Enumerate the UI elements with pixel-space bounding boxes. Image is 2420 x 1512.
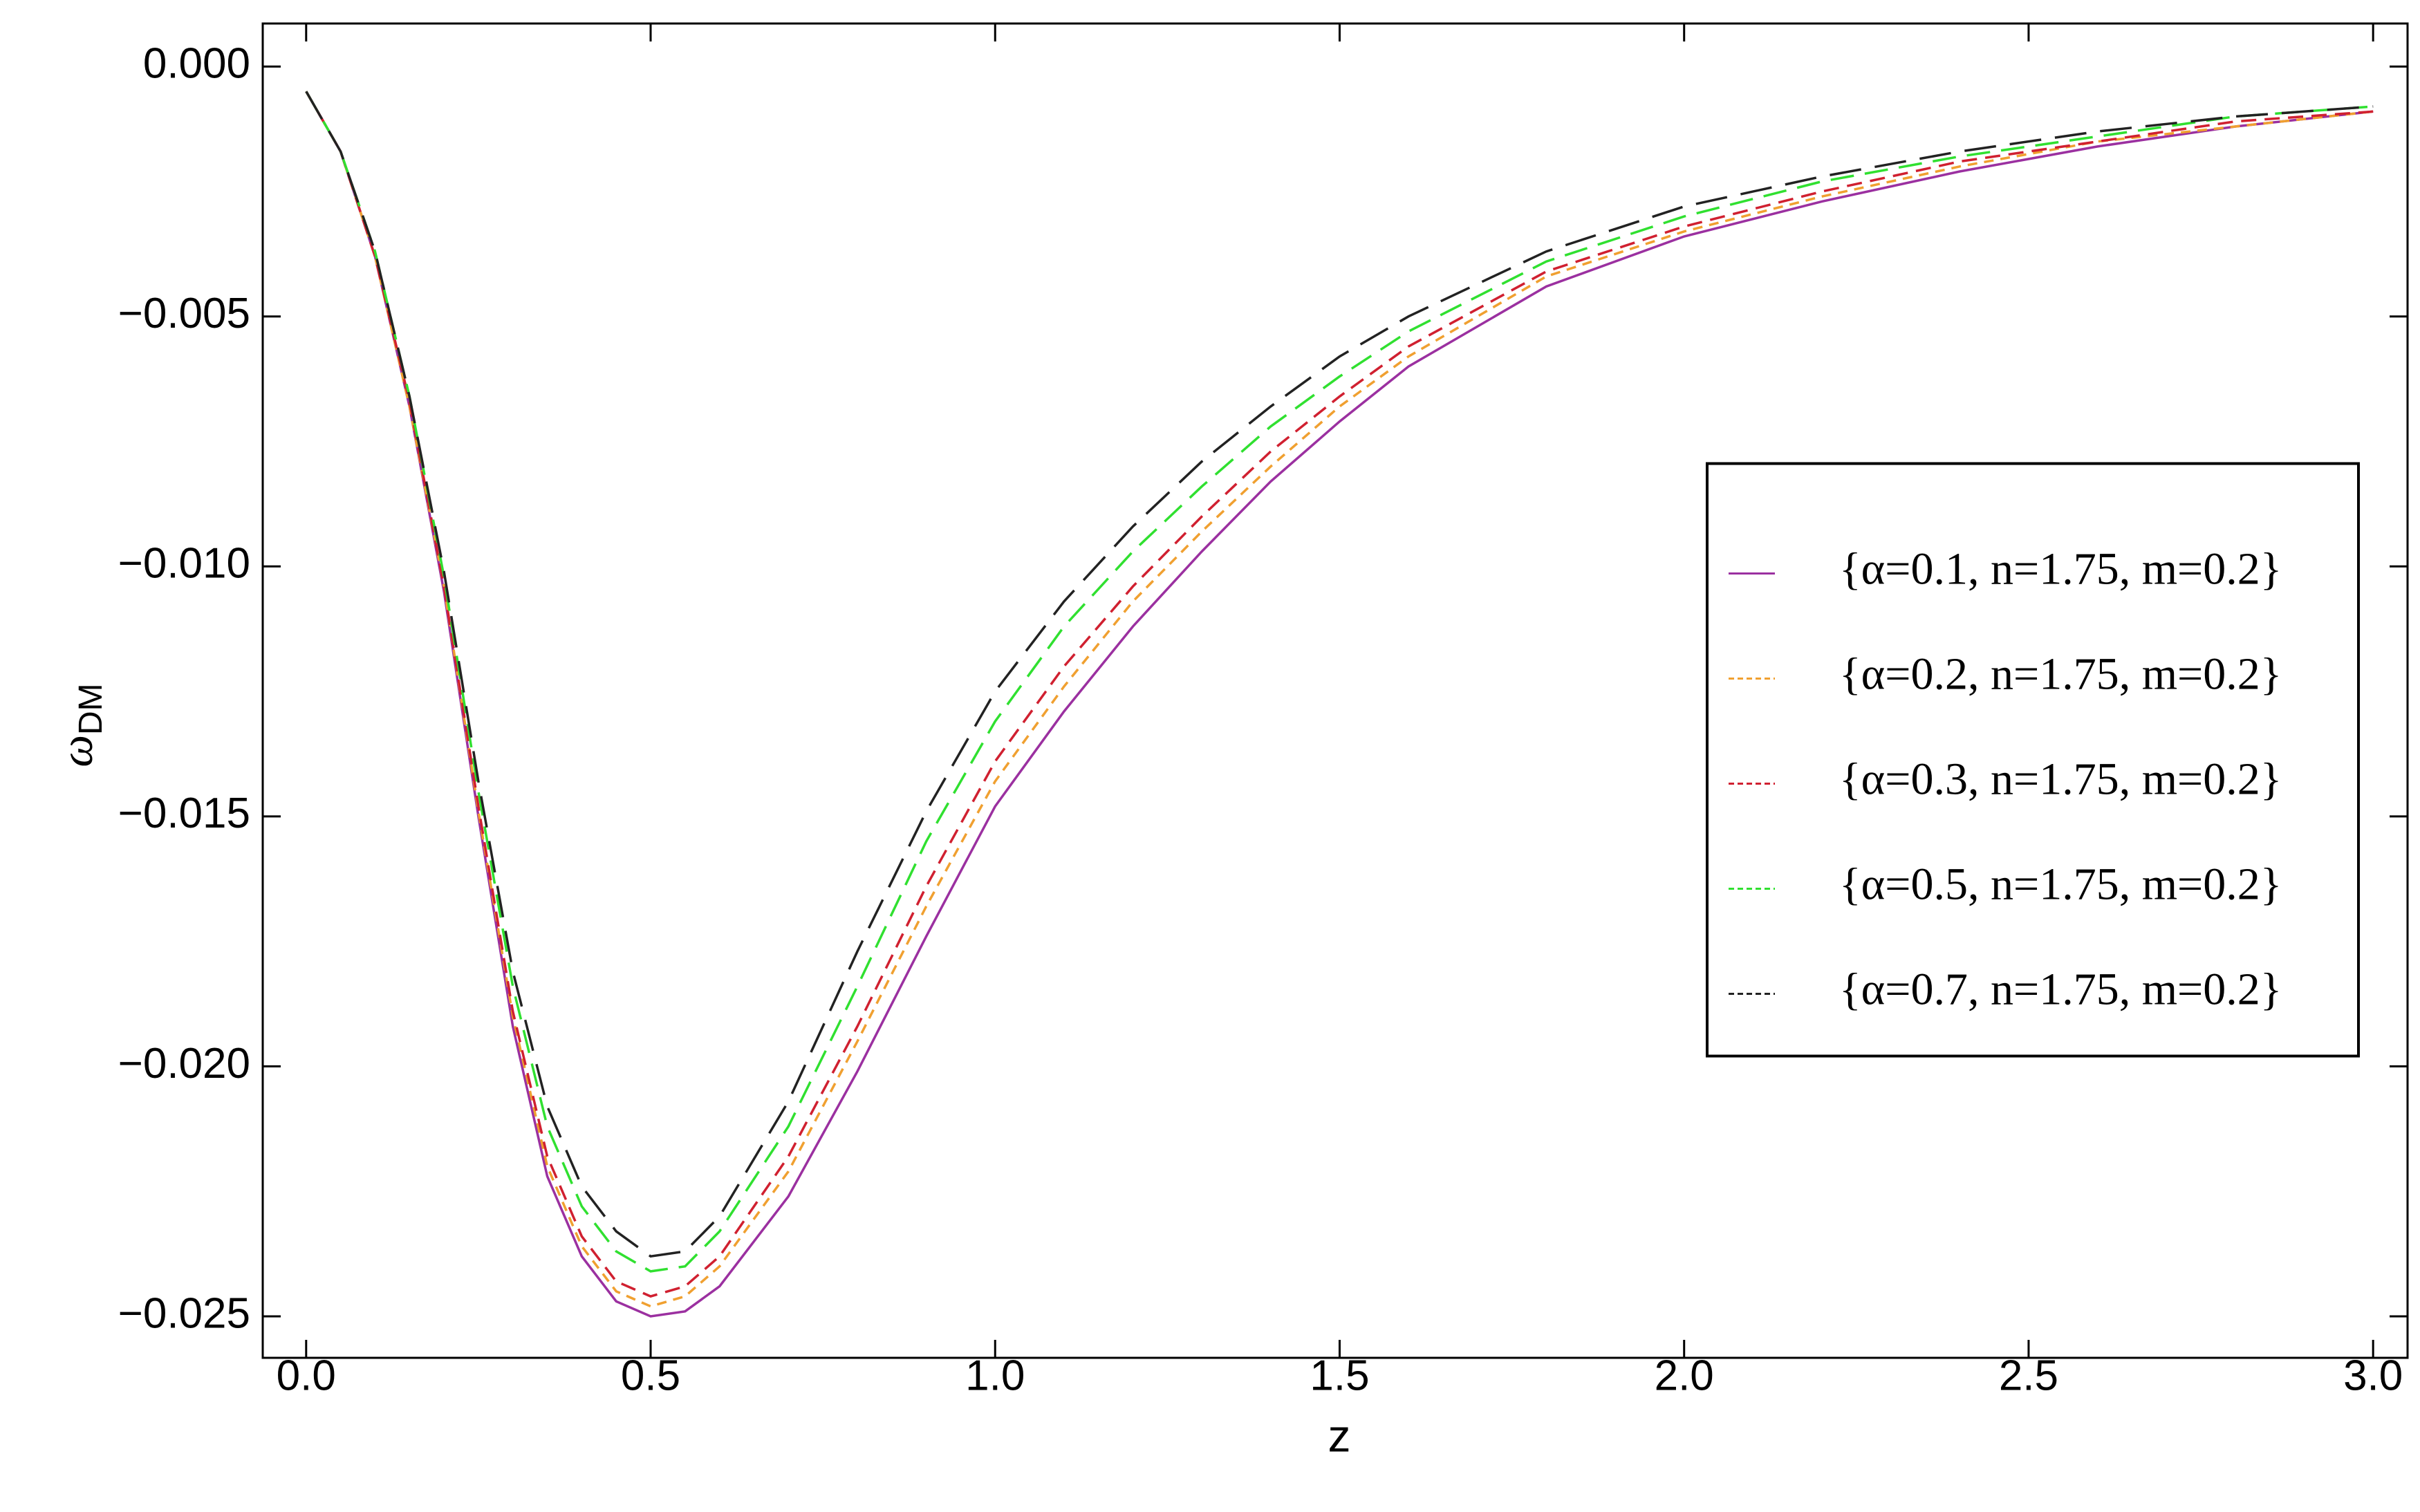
x-tick-label: 1.0 bbox=[965, 1352, 1025, 1399]
y-axis-label: ωDM bbox=[52, 683, 109, 767]
series-line bbox=[305, 91, 2374, 1318]
y-tick-label: −0.005 bbox=[118, 290, 250, 337]
y-tick-label: −0.015 bbox=[118, 790, 250, 837]
y-tick-label: −0.010 bbox=[118, 540, 250, 588]
legend-label: {α=0.2, n=1.75, m=0.2} bbox=[1839, 649, 2282, 700]
x-tick-label: 2.0 bbox=[1655, 1352, 1714, 1399]
x-tick-label: 0.0 bbox=[277, 1352, 336, 1399]
y-axis-subscript: DM bbox=[73, 683, 109, 735]
series-line bbox=[305, 91, 2374, 1298]
x-axis-label: z bbox=[1328, 1410, 1351, 1461]
y-tick-label: −0.020 bbox=[118, 1040, 250, 1088]
legend-label: {α=0.1, n=1.75, m=0.2} bbox=[1839, 544, 2282, 595]
legend-label: {α=0.7, n=1.75, m=0.2} bbox=[1839, 964, 2282, 1015]
y-axis-symbol: ω bbox=[52, 735, 102, 767]
y-tick-label: −0.025 bbox=[118, 1289, 250, 1337]
y-tick-label: 0.000 bbox=[143, 40, 250, 88]
plot-frame bbox=[261, 22, 2409, 1359]
legend-label: {α=0.3, n=1.75, m=0.2} bbox=[1839, 754, 2282, 805]
x-tick-label: 1.5 bbox=[1310, 1352, 1369, 1399]
x-tick-label: 2.5 bbox=[1999, 1352, 2058, 1399]
legend-label: {α=0.5, n=1.75, m=0.2} bbox=[1839, 859, 2282, 910]
series-line bbox=[305, 91, 2374, 1258]
x-tick-label: 0.5 bbox=[621, 1352, 680, 1399]
series-line bbox=[305, 91, 2374, 1273]
x-tick-label: 3.0 bbox=[2343, 1352, 2403, 1399]
legend-box bbox=[1706, 462, 2360, 1058]
